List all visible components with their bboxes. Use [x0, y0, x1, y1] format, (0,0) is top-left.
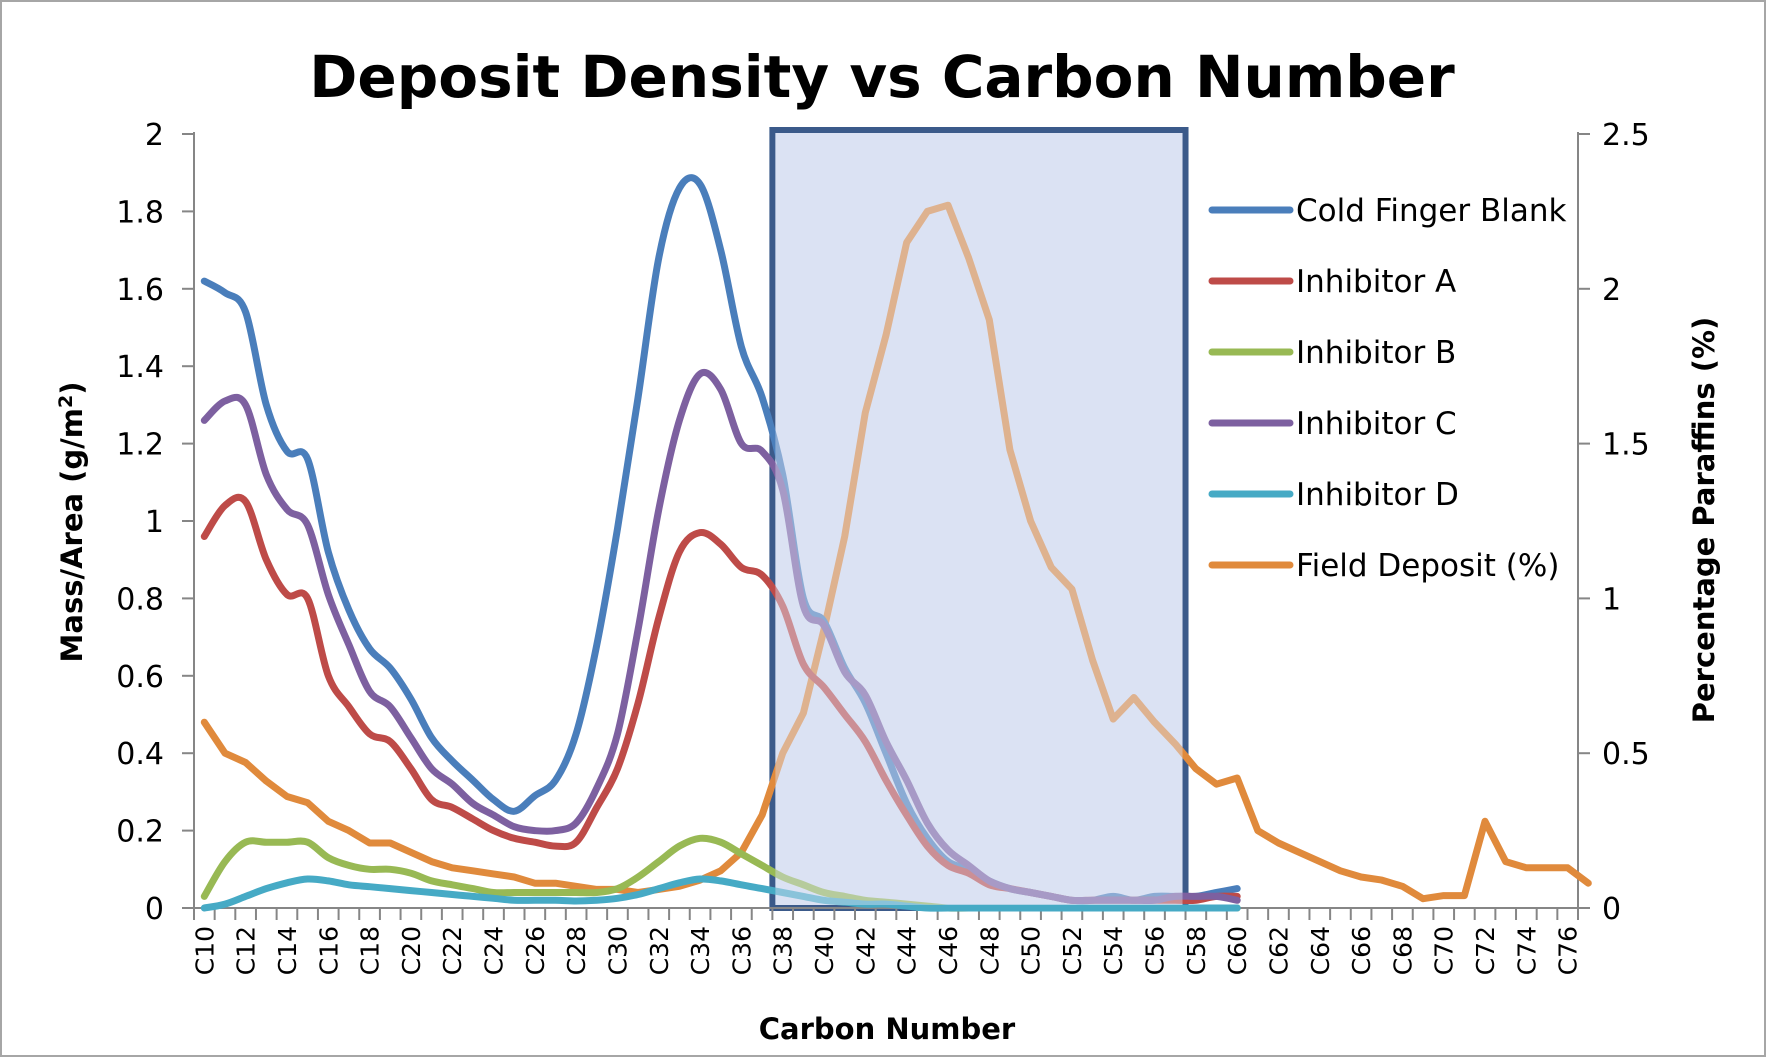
left-y-tick-label: 0 [145, 892, 164, 927]
left-y-tick-label: 0.6 [116, 660, 164, 695]
right-y-tick-label: 1.5 [1602, 428, 1650, 463]
right-y-tick-label: 0.5 [1602, 737, 1650, 772]
x-tick-label: C74 [1512, 926, 1541, 975]
x-tick-label: C12 [232, 926, 261, 975]
legend: Cold Finger Blank Inhibitor A Inhibitor B I… [1208, 193, 1566, 584]
x-tick-label: C36 [727, 926, 756, 975]
right-y-tick-label: 2 [1602, 273, 1621, 308]
right-y-tick-label: 0 [1602, 892, 1621, 927]
left-y-tick-label: 0.8 [116, 582, 164, 617]
x-tick-label: C64 [1306, 926, 1335, 975]
x-tick-label: C26 [521, 926, 550, 975]
x-tick-label: C10 [190, 926, 219, 975]
x-tick-label: C22 [438, 926, 467, 975]
x-tick-label: C14 [273, 926, 302, 975]
legend-label: Field Deposit (%) [1296, 548, 1559, 584]
x-tick-label: C76 [1554, 926, 1583, 975]
x-tick-label: C16 [314, 926, 343, 975]
x-ticks: C10 C12 C14 C16 C18 C20 C22 C24 C26 C28 C30 C32 C34 C… [190, 908, 1583, 975]
legend-label: Cold Finger Blank [1296, 193, 1566, 229]
left-y-tick-label: 1.4 [116, 350, 164, 385]
right-y-tick-label: 1 [1602, 582, 1621, 617]
x-tick-label: C32 [645, 926, 674, 975]
left-y-tick-label: 1.6 [116, 273, 164, 308]
left-y-tick-label: 0.4 [116, 737, 164, 772]
left-y-tick-label: 1.8 [116, 195, 164, 230]
highlight-overlay [775, 133, 1183, 905]
x-tick-label: C54 [1099, 926, 1128, 975]
x-tick-label: C72 [1471, 926, 1500, 975]
legend-label: Inhibitor D [1296, 477, 1459, 513]
x-tick-label: C52 [1058, 926, 1087, 975]
x-tick-label: C62 [1264, 926, 1293, 975]
x-tick-label: C46 [934, 926, 963, 975]
x-tick-label: C28 [562, 926, 591, 975]
x-tick-label: C40 [810, 926, 839, 975]
x-tick-label: C50 [1017, 926, 1046, 975]
series-lines [200, 133, 1592, 912]
x-tick-label: C58 [1182, 926, 1211, 975]
legend-label: Inhibitor C [1296, 406, 1457, 442]
highlight-region [769, 127, 1189, 911]
x-tick-label: C66 [1347, 926, 1376, 975]
series-line-3 [200, 369, 1241, 905]
left-y-axis-title-end: ) [55, 382, 89, 395]
x-tick-label: C68 [1388, 926, 1417, 975]
left-y-tick-label: 1.2 [116, 428, 164, 463]
x-tick-label: C38 [769, 926, 798, 975]
left-y-axis-title-main: Mass/Area (g/m [55, 408, 89, 662]
x-tick-label: C18 [356, 926, 385, 975]
legend-label: Inhibitor A [1296, 264, 1456, 300]
x-tick-label: C30 [603, 926, 632, 975]
left-y-tick-label: 1 [145, 505, 164, 540]
left-y-tick-label: 2 [145, 118, 164, 153]
legend-label: Inhibitor B [1296, 335, 1456, 371]
left-y-tick-label: 0.2 [116, 815, 164, 850]
x-tick-label: C20 [397, 926, 426, 975]
left-y-ticks: 0 0.2 0.4 0.6 0.8 1 1.2 1.4 1.6 1.8 2 [116, 118, 194, 927]
series-line-4 [200, 875, 1241, 912]
x-tick-label: C24 [480, 926, 509, 975]
x-tick-label: C42 [851, 926, 880, 975]
right-y-tick-label: 2.5 [1602, 118, 1650, 153]
chart-title: Deposit Density vs Carbon Number [309, 43, 1455, 111]
x-tick-label: C34 [686, 926, 715, 975]
left-y-axis-title-superscript: 2 [55, 395, 77, 408]
series-line-5 [200, 201, 1592, 903]
x-tick-label: C56 [1141, 926, 1170, 975]
left-y-axis-title: Mass/Area (g/m2) [55, 382, 89, 663]
x-axis-title: Carbon Number [759, 1012, 1016, 1046]
right-y-ticks: 0 0.5 1 1.5 2 2.5 [1578, 118, 1650, 927]
x-tick-label: C70 [1430, 926, 1459, 975]
right-y-axis-title: Percentage Paraffins (%) [1687, 317, 1721, 724]
x-tick-label: C60 [1223, 926, 1252, 975]
x-tick-label: C44 [893, 926, 922, 975]
x-tick-label: C48 [975, 926, 1004, 975]
